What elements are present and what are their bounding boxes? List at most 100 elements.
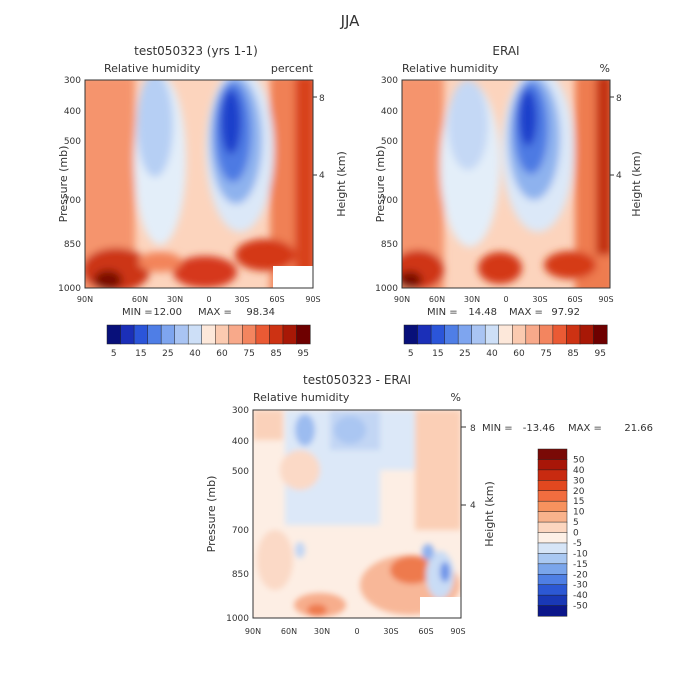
contour-fill — [295, 542, 305, 558]
colorbar-swatch — [566, 324, 581, 345]
contour-fill — [422, 544, 434, 560]
colorbar-swatch — [147, 324, 162, 345]
colorbar-label: 30 — [573, 476, 585, 486]
colorbar-label: 75 — [540, 349, 551, 359]
panel-model-field-label: Relative humidity — [104, 62, 201, 75]
panel-model-contour-field — [85, 80, 313, 288]
colorbar-swatch — [133, 324, 149, 345]
y-tick-400: 400 — [64, 107, 81, 117]
colorbar-swatch — [537, 490, 568, 502]
height-tick-4: 4 — [616, 171, 622, 181]
contour-fill — [440, 562, 450, 582]
colorbar-swatch — [417, 324, 432, 345]
colorbar-swatch — [537, 605, 568, 617]
x-tick-60s: 60S — [418, 627, 433, 636]
panel-model-colorbar: 5 15 25 40 60 75 85 95 — [106, 324, 311, 359]
contour-fill — [295, 80, 313, 275]
stat-max-label: MAX = — [509, 307, 543, 318]
colorbar-swatch — [201, 324, 216, 345]
colorbar-swatch — [552, 324, 567, 345]
x-tick-90n: 90N — [394, 295, 410, 304]
height-tick-8: 8 — [319, 94, 325, 104]
stat-min-label: MIN = — [427, 307, 458, 318]
colorbar-swatch — [537, 469, 568, 481]
x-tick-60n: 60N — [132, 295, 148, 304]
y-axis-label: Pressure (mb) — [374, 146, 387, 223]
colorbar-swatch — [430, 324, 446, 345]
x-tick-60s: 60S — [269, 295, 284, 304]
contour-fill — [334, 416, 366, 444]
stat-max-label: MAX = — [568, 423, 602, 434]
x-tick-90s: 90S — [598, 295, 613, 304]
colorbar-swatch — [403, 324, 419, 345]
contour-fill — [448, 80, 488, 170]
colorbar-swatch — [228, 324, 243, 345]
colorbar-label: 95 — [595, 349, 606, 359]
colorbar-swatch — [187, 324, 203, 345]
contour-fill — [280, 450, 320, 490]
colorbar-label: 40 — [189, 349, 201, 359]
colorbar-swatch — [537, 553, 568, 565]
stat-max-value: 21.66 — [624, 423, 653, 434]
height-tick-8: 8 — [616, 94, 622, 104]
y-axis-label: Pressure (mb) — [57, 146, 70, 223]
x-tick-90s: 90S — [305, 295, 320, 304]
colorbar-swatch — [537, 542, 568, 554]
contour-fill — [221, 90, 241, 154]
contour-fill — [390, 556, 434, 584]
colorbar-swatch — [537, 521, 568, 534]
colorbar-swatch — [593, 324, 608, 345]
colorbar-swatch — [537, 594, 568, 607]
panel-difference-frame — [252, 409, 462, 619]
colorbar-swatch — [537, 574, 568, 586]
missing-data-mask — [420, 597, 461, 618]
y-tick-850: 850 — [64, 240, 81, 250]
contour-fill — [235, 239, 295, 271]
panel-erai-frame — [401, 79, 611, 289]
missing-data-mask — [273, 266, 313, 288]
y-tick-700: 700 — [381, 196, 398, 206]
colorbar-swatch — [537, 563, 568, 575]
colorbar-label: 10 — [573, 508, 585, 518]
colorbar-swatch — [537, 532, 568, 544]
colorbar-label: 25 — [162, 349, 173, 359]
colorbar-label: 20 — [573, 487, 585, 497]
colorbar-label: 15 — [432, 349, 443, 359]
colorbar-label: -20 — [573, 570, 588, 580]
colorbar-label: -10 — [573, 549, 588, 559]
panel-erai-contour-field — [402, 80, 610, 288]
contour-fill — [596, 80, 610, 255]
x-tick-30s: 30S — [532, 295, 547, 304]
colorbar-swatch — [484, 324, 500, 345]
colorbar-swatch — [537, 448, 568, 460]
colorbar-label: 40 — [486, 349, 498, 359]
contour-fill — [544, 251, 596, 279]
x-tick-0: 0 — [503, 295, 508, 304]
x-tick-90s: 90S — [450, 627, 465, 636]
colorbar-swatch — [537, 480, 568, 492]
height-tick-4: 4 — [470, 501, 476, 511]
contour-fill — [402, 271, 422, 288]
colorbar-label: 5 — [408, 349, 414, 359]
x-tick-60n: 60N — [429, 295, 445, 304]
colorbar-label: 5 — [573, 518, 579, 528]
contour-fill — [94, 270, 122, 288]
colorbar-swatch — [296, 324, 311, 345]
colorbar-label: 60 — [513, 349, 525, 359]
contour-fill — [138, 252, 182, 272]
colorbar-swatch — [537, 584, 568, 596]
colorbar-swatch — [512, 324, 527, 345]
colorbar-label: 95 — [298, 349, 309, 359]
y-tick-500: 500 — [64, 137, 81, 147]
colorbar-swatch — [269, 324, 284, 345]
y-tick-1000: 1000 — [226, 614, 249, 624]
y-tick-300: 300 — [64, 76, 81, 86]
colorbar-label: 85 — [567, 349, 578, 359]
colorbar-swatch — [160, 324, 176, 345]
contour-fill — [295, 414, 315, 446]
colorbar-label: 75 — [243, 349, 254, 359]
y-tick-850: 850 — [232, 570, 249, 580]
contour-fill — [380, 410, 415, 470]
